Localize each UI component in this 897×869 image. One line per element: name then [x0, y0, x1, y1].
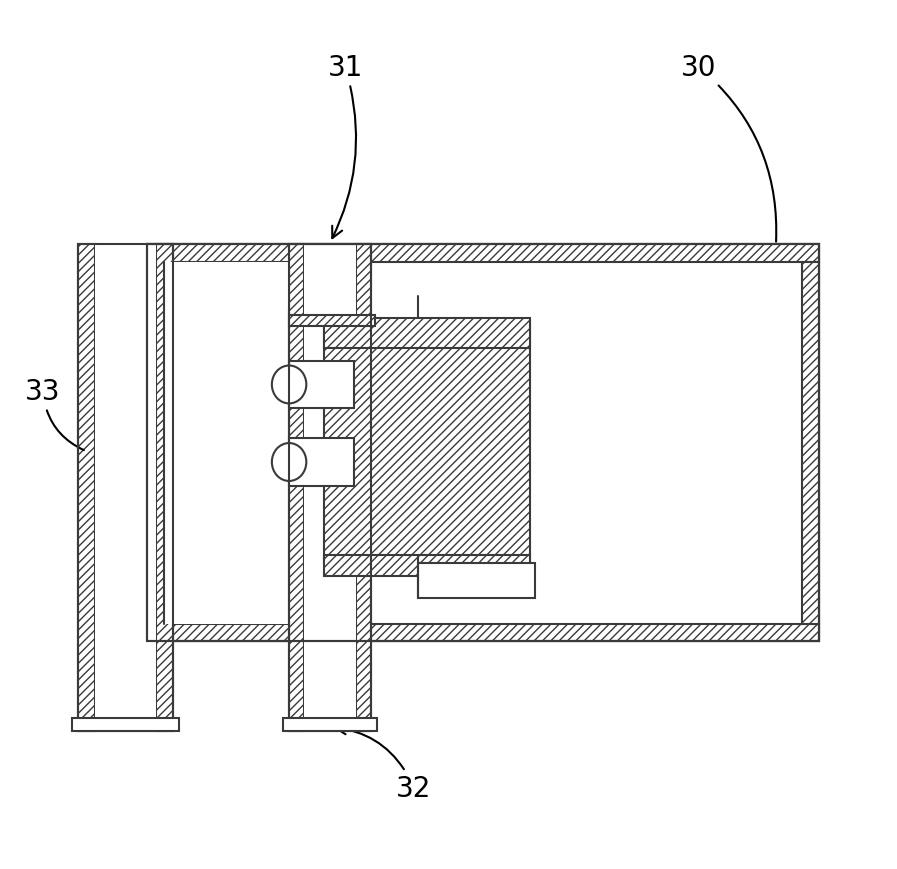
Bar	[147, 245, 819, 641]
Bar	[72, 719, 179, 732]
Bar	[147, 245, 819, 641]
Text: 33: 33	[25, 377, 83, 451]
Bar	[324, 318, 530, 348]
Text: 31: 31	[327, 54, 362, 239]
Bar	[164, 262, 288, 624]
Bar	[78, 245, 173, 732]
Bar	[78, 245, 95, 732]
Bar	[78, 245, 173, 732]
Bar	[147, 262, 164, 624]
Bar	[289, 245, 304, 732]
Bar	[324, 322, 530, 564]
Bar	[289, 439, 353, 486]
Bar	[283, 719, 377, 732]
Bar	[289, 315, 375, 327]
Bar	[356, 245, 371, 732]
Bar	[95, 245, 156, 732]
Bar	[289, 245, 371, 732]
Bar	[156, 245, 173, 732]
Bar	[147, 245, 819, 641]
Bar	[802, 262, 819, 624]
Bar	[289, 362, 353, 408]
Bar	[418, 564, 535, 598]
Bar	[147, 245, 819, 262]
Bar	[304, 245, 356, 732]
Bar	[289, 245, 371, 732]
Bar	[164, 262, 288, 309]
Text: 30: 30	[681, 54, 776, 242]
Ellipse shape	[272, 366, 306, 404]
Ellipse shape	[272, 443, 306, 481]
Text: 32: 32	[335, 723, 431, 802]
Bar	[147, 624, 819, 641]
Bar	[324, 555, 530, 576]
